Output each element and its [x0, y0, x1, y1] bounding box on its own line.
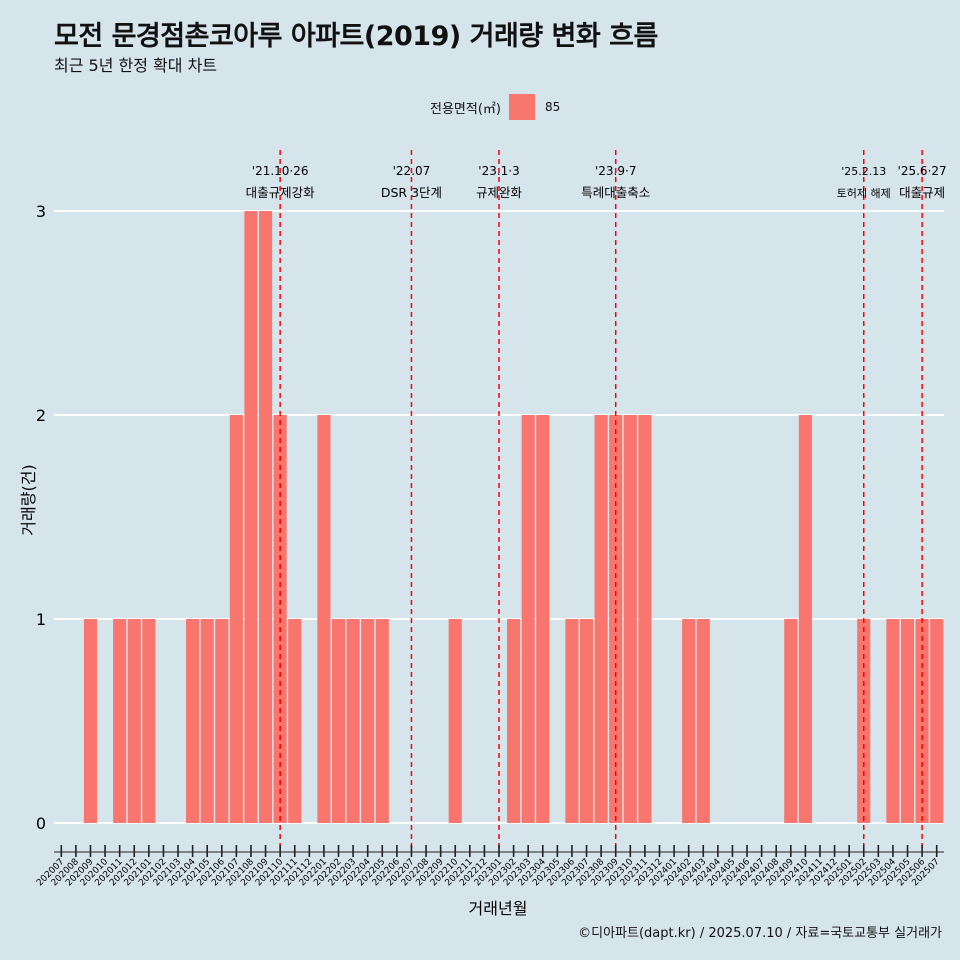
bar: [682, 619, 696, 823]
bar: [375, 619, 389, 823]
bar: [346, 619, 360, 823]
bar: [200, 619, 214, 823]
bar: [784, 619, 798, 823]
bar: [448, 619, 462, 823]
bar: [215, 619, 229, 823]
bar: [331, 619, 346, 823]
bar: [696, 619, 710, 823]
bar: [127, 619, 141, 823]
y-tick-label: 2: [36, 406, 46, 425]
bar: [186, 619, 200, 823]
bar: [229, 415, 243, 823]
chart-title: 모전 문경점촌코아루 아파트(2019) 거래량 변화 흐름: [54, 21, 658, 52]
x-axis: 2020072020082020092020102020112020122021…: [35, 845, 944, 888]
bar: [258, 211, 273, 823]
bar: [638, 415, 652, 823]
event-label: 대출규제강화: [246, 185, 316, 200]
y-tick-label: 1: [36, 610, 46, 629]
event-date: '25.2.13: [841, 165, 886, 178]
event-label: 토허제 해제: [837, 186, 891, 200]
event-annotations: '21.10·26 대출규제강화 '22.07 DSR 3단계 '23.1·3 규제완화 '…: [246, 150, 947, 852]
bar: [594, 415, 608, 823]
event-date: '22.07: [393, 164, 431, 178]
legend-swatch: [508, 94, 535, 120]
event-label: 대출규제: [899, 185, 945, 200]
bars: [83, 211, 944, 823]
bar: [565, 619, 579, 823]
event-date: '25.6·27: [898, 164, 947, 178]
x-axis-label: 거래년월: [469, 899, 528, 918]
bar: [507, 619, 521, 823]
bar: [142, 619, 156, 823]
legend-title: 전용면적(㎡): [430, 101, 501, 117]
y-tick-label: 3: [36, 202, 46, 221]
event-label: 특례대출축소: [581, 185, 650, 200]
chart-subtitle: 최근 5년 한정 확대 차트: [54, 56, 218, 75]
event-label: 규제완화: [476, 185, 523, 200]
bar: [361, 619, 375, 823]
event-date: '23.1·3: [478, 164, 519, 178]
legend: 전용면적(㎡) 85: [430, 94, 560, 120]
y-axis: 0 1 2 3: [36, 202, 46, 833]
bar: [930, 619, 944, 823]
source-caption: ©디아파트(dapt.kr) / 2025.07.10 / 자료=국토교통부 실…: [578, 926, 942, 941]
bar: [623, 415, 637, 823]
bar: [521, 415, 535, 823]
legend-item-label: 85: [544, 100, 561, 114]
event-label: DSR 3단계: [381, 185, 442, 200]
bar: [317, 415, 331, 823]
bar: [536, 415, 550, 823]
bar: [244, 211, 258, 823]
event-date: '21.10·26: [252, 164, 309, 178]
y-tick-label: 0: [36, 814, 46, 833]
event-date: '23.9·7: [595, 164, 636, 178]
bar: [579, 619, 594, 823]
y-axis-label: 거래량(건): [19, 464, 38, 535]
bar: [900, 619, 915, 823]
bar: [798, 415, 812, 823]
bar: [886, 619, 900, 823]
bar: [83, 619, 98, 823]
bar: [113, 619, 127, 823]
bar: [288, 619, 302, 823]
